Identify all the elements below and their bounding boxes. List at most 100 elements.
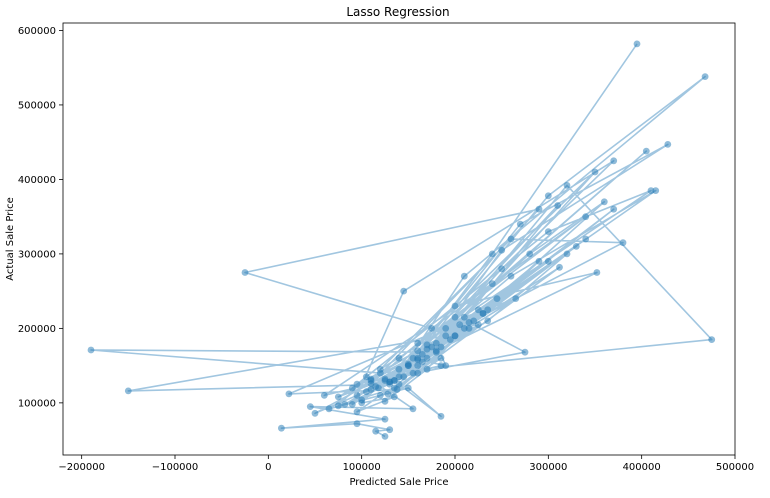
data-point: [418, 351, 426, 358]
data-point: [362, 373, 370, 381]
data-point: [376, 392, 384, 399]
data-point: [465, 319, 473, 326]
data-point: [456, 321, 464, 329]
data-point: [285, 390, 293, 398]
y-tick-label: 300000: [18, 249, 56, 260]
y-tick-label: 400000: [18, 175, 56, 186]
data-point: [516, 220, 524, 228]
data-point: [367, 377, 375, 384]
series-layer: [87, 40, 716, 440]
data-point: [544, 257, 552, 265]
data-point: [442, 325, 450, 332]
data-point: [535, 205, 543, 213]
data-point: [512, 295, 520, 302]
data-point: [493, 295, 501, 302]
data-point: [600, 198, 608, 206]
data-point: [386, 426, 394, 434]
data-point: [498, 265, 506, 273]
data-point: [390, 384, 398, 392]
data-point: [404, 360, 412, 368]
y-axis: 100000 200000 300000 400000 500000 600000: [18, 26, 63, 409]
data-point: [334, 393, 342, 401]
data-point: [582, 213, 590, 221]
data-point: [395, 373, 403, 381]
data-point: [451, 302, 459, 310]
data-point: [563, 250, 571, 258]
data-point: [544, 192, 552, 200]
data-point: [381, 415, 389, 423]
x-tick-label: 500000: [716, 462, 754, 473]
data-point: [507, 272, 515, 280]
x-tick-label: 0: [265, 462, 271, 473]
data-point: [442, 332, 450, 340]
data-point: [437, 412, 445, 420]
data-point: [418, 358, 426, 366]
data-point: [414, 339, 422, 347]
data-point: [664, 141, 672, 148]
data-point: [526, 250, 534, 258]
data-point: [395, 380, 403, 388]
data-point: [593, 269, 601, 276]
data-point: [395, 365, 403, 373]
data-point: [409, 369, 417, 377]
data-point: [460, 325, 468, 332]
y-tick-label: 500000: [18, 100, 56, 111]
data-point: [451, 313, 459, 321]
data-point: [591, 168, 599, 176]
data-point: [241, 269, 249, 276]
data-point: [400, 373, 408, 381]
data-point: [334, 402, 342, 410]
data-point: [400, 287, 408, 295]
data-point: [320, 392, 328, 399]
data-point: [325, 405, 333, 413]
data-point: [372, 383, 380, 390]
data-point: [409, 405, 417, 413]
data-point: [446, 336, 454, 343]
data-point: [395, 354, 403, 362]
data-point: [372, 427, 380, 435]
data-point: [414, 362, 422, 369]
data-point: [442, 362, 450, 369]
y-tick-label: 600000: [18, 26, 56, 37]
x-tick-label: −100000: [152, 462, 199, 473]
data-point: [460, 272, 468, 280]
data-point: [488, 280, 496, 288]
data-point: [474, 306, 482, 314]
data-point: [437, 354, 445, 362]
x-axis: −200000 −100000 0 100000 200000 300000 400000 5…: [58, 455, 754, 473]
data-point: [507, 235, 515, 243]
data-point: [384, 390, 392, 398]
data-point: [521, 348, 529, 356]
y-tick-label: 100000: [18, 398, 56, 409]
data-point: [465, 325, 473, 332]
y-tick-label: 200000: [18, 324, 56, 335]
data-point: [353, 392, 361, 399]
data-point: [484, 306, 492, 314]
x-tick-label: 300000: [529, 462, 567, 473]
y-axis-label: Actual Sale Price: [5, 197, 16, 281]
data-point: [647, 187, 655, 195]
data-point: [414, 369, 422, 377]
data-point: [701, 73, 709, 80]
data-point: [124, 387, 132, 395]
data-point: [358, 399, 366, 407]
data-point: [353, 408, 361, 416]
data-point: [390, 393, 398, 401]
data-point: [428, 325, 436, 332]
data-point: [353, 380, 361, 388]
data-point: [544, 228, 552, 236]
data-point: [437, 362, 445, 369]
data-point: [306, 403, 314, 410]
data-point: [428, 343, 436, 351]
data-point: [451, 332, 459, 340]
data-point: [348, 384, 356, 392]
x-axis-label: Predicted Sale Price: [349, 477, 448, 488]
chart-title: Lasso Regression: [346, 5, 449, 19]
data-point: [460, 313, 468, 321]
data-point: [381, 375, 389, 383]
plot-frame: [62, 22, 736, 456]
x-tick-label: 400000: [623, 462, 661, 473]
data-point: [479, 310, 487, 317]
data-point: [498, 246, 506, 254]
